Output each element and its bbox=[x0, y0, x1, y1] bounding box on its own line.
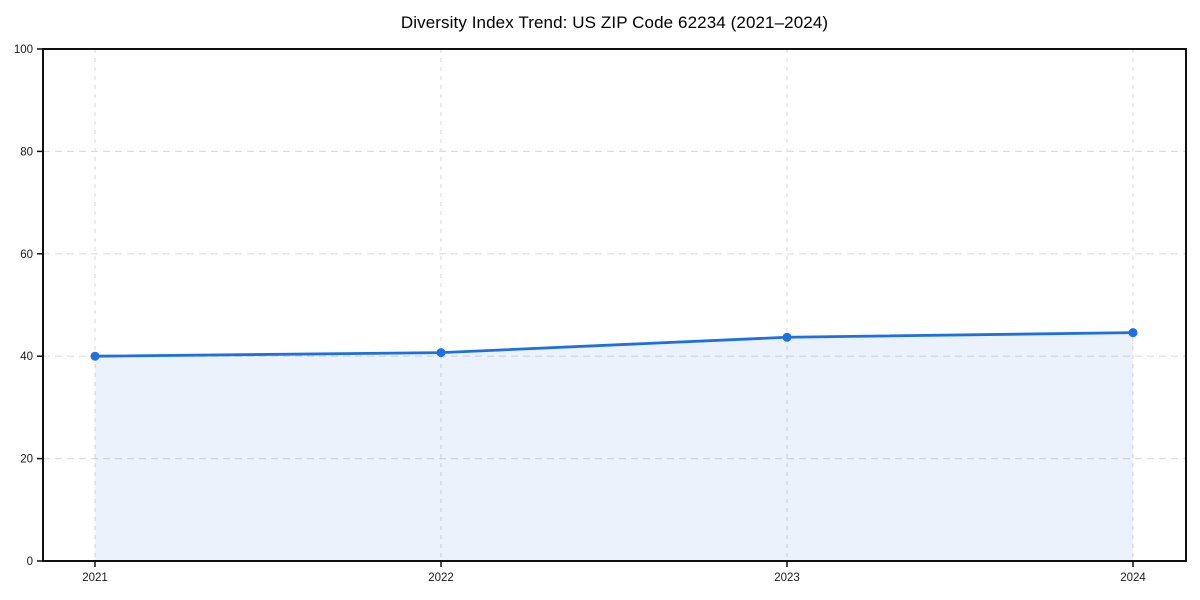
data-point bbox=[90, 351, 100, 361]
x-tick-label: 2024 bbox=[1120, 572, 1146, 584]
x-tick-label: 2023 bbox=[774, 572, 800, 584]
data-point bbox=[782, 332, 792, 342]
y-tick-label: 0 bbox=[27, 556, 33, 568]
plot-border bbox=[42, 48, 1187, 562]
x-tick-label: 2022 bbox=[428, 572, 454, 584]
y-tick-label: 80 bbox=[20, 146, 33, 158]
chart-title: Diversity Index Trend: US ZIP Code 62234… bbox=[400, 13, 829, 32]
y-tick-label: 100 bbox=[14, 44, 33, 56]
trend-line bbox=[93, 331, 1135, 358]
y-tick-label: 20 bbox=[20, 454, 33, 466]
y-tick-label: 60 bbox=[20, 249, 33, 261]
area-fill bbox=[95, 332, 1133, 561]
x-tick-label: 2021 bbox=[82, 572, 108, 584]
data-point bbox=[1128, 328, 1138, 338]
data-point bbox=[436, 348, 446, 358]
y-tick-label: 40 bbox=[20, 351, 33, 363]
